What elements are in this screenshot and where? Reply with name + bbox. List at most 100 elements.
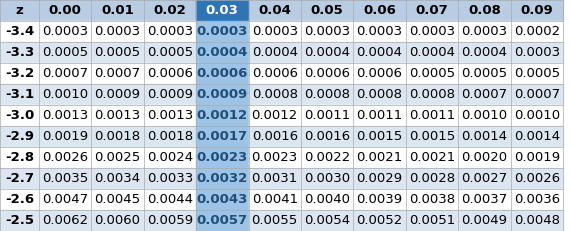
Bar: [406, 42, 458, 63]
Bar: [196, 147, 249, 168]
Text: 0.0004: 0.0004: [252, 46, 298, 59]
Text: 0.0036: 0.0036: [514, 193, 560, 206]
Bar: [0, 84, 39, 105]
Text: 0.0013: 0.0013: [94, 109, 141, 122]
Bar: [249, 147, 301, 168]
Text: 0.07: 0.07: [416, 4, 449, 17]
Bar: [196, 168, 249, 189]
Bar: [0, 147, 39, 168]
Text: 0.0004: 0.0004: [304, 46, 350, 59]
Bar: [458, 0, 511, 21]
Bar: [91, 210, 144, 231]
Bar: [406, 168, 458, 189]
Text: 0.0003: 0.0003: [357, 25, 402, 38]
Bar: [406, 84, 458, 105]
Bar: [39, 126, 91, 147]
Bar: [144, 21, 196, 42]
Text: 0.0014: 0.0014: [514, 130, 560, 143]
Bar: [91, 189, 144, 210]
Bar: [196, 189, 249, 210]
Bar: [511, 42, 563, 63]
Text: 0.0004: 0.0004: [357, 46, 402, 59]
Bar: [511, 105, 563, 126]
Text: -3.1: -3.1: [5, 88, 34, 101]
Text: -3.2: -3.2: [5, 67, 34, 80]
Text: z: z: [15, 4, 23, 17]
Bar: [39, 0, 91, 21]
Bar: [0, 63, 39, 84]
Text: 0.0054: 0.0054: [304, 214, 350, 227]
Bar: [458, 84, 511, 105]
Text: 0.03: 0.03: [206, 4, 239, 17]
Bar: [249, 0, 301, 21]
Text: 0.0048: 0.0048: [514, 214, 560, 227]
Bar: [458, 147, 511, 168]
Text: -2.6: -2.6: [5, 193, 34, 206]
Bar: [511, 210, 563, 231]
Bar: [144, 84, 196, 105]
Bar: [91, 84, 144, 105]
Text: -2.9: -2.9: [5, 130, 34, 143]
Bar: [511, 168, 563, 189]
Bar: [39, 21, 91, 42]
Text: 0.0015: 0.0015: [356, 130, 403, 143]
Bar: [0, 210, 39, 231]
Bar: [301, 105, 353, 126]
Bar: [196, 0, 249, 21]
Bar: [301, 0, 353, 21]
Text: 0.0003: 0.0003: [409, 25, 455, 38]
Text: 0.01: 0.01: [101, 4, 134, 17]
Text: 0.0033: 0.0033: [146, 172, 193, 185]
Bar: [39, 42, 91, 63]
Text: 0.0006: 0.0006: [252, 67, 298, 80]
Bar: [511, 63, 563, 84]
Text: 0.0006: 0.0006: [197, 67, 248, 80]
Text: 0.0003: 0.0003: [197, 25, 248, 38]
Text: 0.0003: 0.0003: [304, 25, 350, 38]
Bar: [39, 63, 91, 84]
Text: 0.0008: 0.0008: [252, 88, 298, 101]
Bar: [353, 42, 406, 63]
Text: 0.0021: 0.0021: [356, 151, 403, 164]
Text: 0.0040: 0.0040: [304, 193, 350, 206]
Bar: [196, 42, 249, 63]
Text: 0.0027: 0.0027: [461, 172, 508, 185]
Bar: [144, 42, 196, 63]
Bar: [458, 42, 511, 63]
Bar: [91, 21, 144, 42]
Text: 0.0005: 0.0005: [42, 46, 88, 59]
Bar: [406, 126, 458, 147]
Bar: [91, 0, 144, 21]
Text: 0.0010: 0.0010: [42, 88, 88, 101]
Text: 0.0026: 0.0026: [42, 151, 88, 164]
Text: 0.0024: 0.0024: [147, 151, 193, 164]
Text: 0.0023: 0.0023: [251, 151, 298, 164]
Bar: [406, 147, 458, 168]
Bar: [144, 189, 196, 210]
Bar: [301, 84, 353, 105]
Text: 0.0015: 0.0015: [409, 130, 455, 143]
Bar: [511, 84, 563, 105]
Bar: [0, 105, 39, 126]
Bar: [39, 189, 91, 210]
Bar: [511, 147, 563, 168]
Bar: [353, 21, 406, 42]
Bar: [144, 126, 196, 147]
Bar: [511, 21, 563, 42]
Text: 0.02: 0.02: [153, 4, 186, 17]
Bar: [144, 168, 196, 189]
Text: 0.0018: 0.0018: [95, 130, 140, 143]
Bar: [353, 105, 406, 126]
Text: 0.0022: 0.0022: [304, 151, 351, 164]
Text: 0.0016: 0.0016: [252, 130, 298, 143]
Text: -2.5: -2.5: [5, 214, 34, 227]
Text: 0.0003: 0.0003: [147, 25, 193, 38]
Text: 0.0005: 0.0005: [147, 46, 193, 59]
Bar: [406, 21, 458, 42]
Bar: [301, 147, 353, 168]
Bar: [91, 147, 144, 168]
Text: 0.0019: 0.0019: [42, 130, 88, 143]
Text: 0.0010: 0.0010: [462, 109, 507, 122]
Bar: [249, 210, 301, 231]
Text: 0.0007: 0.0007: [95, 67, 140, 80]
